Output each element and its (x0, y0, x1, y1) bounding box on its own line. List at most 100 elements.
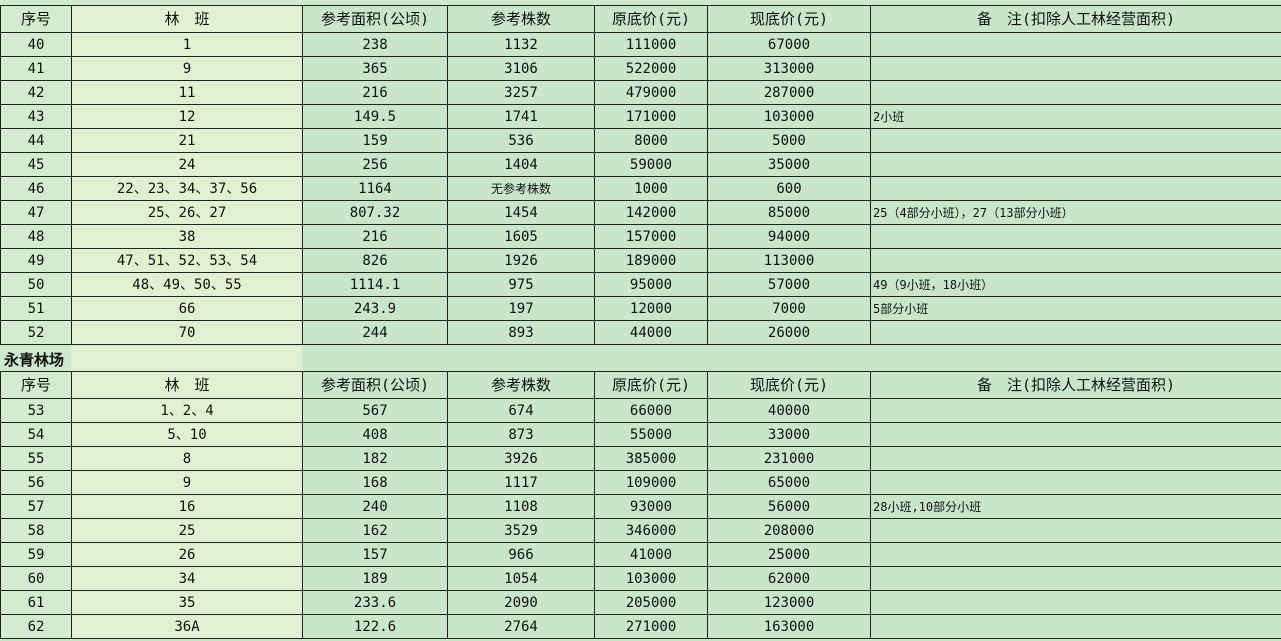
cell-current-price[interactable]: 163000 (707, 614, 871, 639)
cell-current-price[interactable]: 94000 (707, 224, 871, 249)
cell-seq[interactable]: 61 (0, 590, 72, 615)
cell-seq[interactable]: 40 (0, 32, 72, 57)
cell-note[interactable]: 2小班 (870, 104, 1281, 129)
cell-original-price[interactable]: 111000 (594, 32, 708, 57)
cell-original-price[interactable]: 93000 (594, 494, 708, 519)
header-current-price[interactable]: 现底价(元) (707, 371, 871, 399)
cell-current-price[interactable]: 600 (707, 176, 871, 201)
cell-area[interactable]: 216 (302, 80, 448, 105)
cell-original-price[interactable]: 12000 (594, 296, 708, 321)
cell-seq[interactable]: 47 (0, 200, 72, 225)
cell-forest-class[interactable]: 38 (71, 224, 303, 249)
cell-tree-count[interactable]: 3926 (447, 446, 595, 471)
cell-forest-class[interactable]: 66 (71, 296, 303, 321)
cell-area[interactable]: 567 (302, 398, 448, 423)
cell-forest-class[interactable]: 34 (71, 566, 303, 591)
cell-area[interactable]: 826 (302, 248, 448, 273)
cell-area[interactable]: 244 (302, 320, 448, 345)
cell-forest-class[interactable]: 21 (71, 128, 303, 153)
cell-seq[interactable]: 51 (0, 296, 72, 321)
cell-seq[interactable]: 52 (0, 320, 72, 345)
cell-seq[interactable]: 58 (0, 518, 72, 543)
cell-original-price[interactable]: 66000 (594, 398, 708, 423)
cell-area[interactable]: 243.9 (302, 296, 448, 321)
cell-seq[interactable]: 55 (0, 446, 72, 471)
cell-original-price[interactable]: 171000 (594, 104, 708, 129)
cell-tree-count[interactable]: 2764 (447, 614, 595, 639)
header-seq[interactable]: 序号 (0, 371, 72, 399)
cell-note[interactable] (870, 398, 1281, 423)
cell-tree-count[interactable]: 1132 (447, 32, 595, 57)
cell-original-price[interactable]: 95000 (594, 272, 708, 297)
cell-area[interactable]: 157 (302, 542, 448, 567)
cell-tree-count[interactable]: 873 (447, 422, 595, 447)
cell-tree-count[interactable]: 1117 (447, 470, 595, 495)
header-tree-count[interactable]: 参考株数 (447, 371, 595, 399)
cell-original-price[interactable]: 41000 (594, 542, 708, 567)
cell-original-price[interactable]: 1000 (594, 176, 708, 201)
cell-tree-count[interactable]: 3257 (447, 80, 595, 105)
cell-current-price[interactable]: 33000 (707, 422, 871, 447)
cell-original-price[interactable]: 479000 (594, 80, 708, 105)
cell-forest-class[interactable]: 26 (71, 542, 303, 567)
cell-original-price[interactable]: 109000 (594, 470, 708, 495)
cell-current-price[interactable]: 103000 (707, 104, 871, 129)
cell-current-price[interactable]: 208000 (707, 518, 871, 543)
cell-forest-class[interactable]: 1 (71, 32, 303, 57)
cell-seq[interactable]: 60 (0, 566, 72, 591)
header-current-price[interactable]: 现底价(元) (707, 5, 871, 33)
cell-current-price[interactable]: 40000 (707, 398, 871, 423)
cell-tree-count[interactable]: 1454 (447, 200, 595, 225)
cell-seq[interactable]: 59 (0, 542, 72, 567)
cell-seq[interactable]: 44 (0, 128, 72, 153)
cell-current-price[interactable]: 62000 (707, 566, 871, 591)
cell-area[interactable]: 408 (302, 422, 448, 447)
cell-seq[interactable]: 48 (0, 224, 72, 249)
cell-area[interactable]: 162 (302, 518, 448, 543)
cell-note[interactable] (870, 566, 1281, 591)
cell-current-price[interactable]: 57000 (707, 272, 871, 297)
cell-seq[interactable]: 43 (0, 104, 72, 129)
cell-current-price[interactable]: 85000 (707, 200, 871, 225)
cell-forest-class[interactable]: 1、2、4 (71, 398, 303, 423)
cell-tree-count[interactable]: 1741 (447, 104, 595, 129)
header-note[interactable]: 备 注(扣除人工林经营面积) (870, 5, 1281, 33)
cell-forest-class[interactable]: 5、10 (71, 422, 303, 447)
cell-forest-class[interactable]: 12 (71, 104, 303, 129)
cell-note[interactable] (870, 152, 1281, 177)
cell-original-price[interactable]: 142000 (594, 200, 708, 225)
cell-tree-count[interactable]: 1926 (447, 248, 595, 273)
header-original-price[interactable]: 原底价(元) (594, 5, 708, 33)
cell-note[interactable] (870, 518, 1281, 543)
cell-area[interactable]: 149.5 (302, 104, 448, 129)
cell-tree-count[interactable]: 1108 (447, 494, 595, 519)
cell-seq[interactable]: 56 (0, 470, 72, 495)
cell-tree-count[interactable]: 197 (447, 296, 595, 321)
cell-seq[interactable]: 53 (0, 398, 72, 423)
cell-forest-class[interactable]: 36A (71, 614, 303, 639)
cell-area[interactable]: 159 (302, 128, 448, 153)
cell-current-price[interactable]: 25000 (707, 542, 871, 567)
cell-note[interactable]: 28小班,10部分小班 (870, 494, 1281, 519)
cell-seq[interactable]: 46 (0, 176, 72, 201)
cell-forest-class[interactable]: 25 (71, 518, 303, 543)
cell-note[interactable] (870, 176, 1281, 201)
cell-tree-count[interactable]: 975 (447, 272, 595, 297)
cell-forest-class[interactable]: 35 (71, 590, 303, 615)
header-forest-class[interactable]: 林 班 (71, 371, 303, 399)
cell-seq[interactable]: 62 (0, 614, 72, 639)
cell-original-price[interactable]: 205000 (594, 590, 708, 615)
cell-forest-class[interactable]: 47、51、52、53、54 (71, 248, 303, 273)
cell-area[interactable]: 807.32 (302, 200, 448, 225)
cell-tree-count[interactable]: 3106 (447, 56, 595, 81)
cell-current-price[interactable]: 231000 (707, 446, 871, 471)
cell-tree-count[interactable]: 966 (447, 542, 595, 567)
cell-note[interactable] (870, 248, 1281, 273)
cell-forest-class[interactable]: 11 (71, 80, 303, 105)
cell-original-price[interactable]: 103000 (594, 566, 708, 591)
cell-current-price[interactable]: 5000 (707, 128, 871, 153)
cell-forest-class[interactable]: 9 (71, 470, 303, 495)
cell-area[interactable]: 233.6 (302, 590, 448, 615)
cell-area[interactable]: 122.6 (302, 614, 448, 639)
cell-area[interactable]: 1114.1 (302, 272, 448, 297)
